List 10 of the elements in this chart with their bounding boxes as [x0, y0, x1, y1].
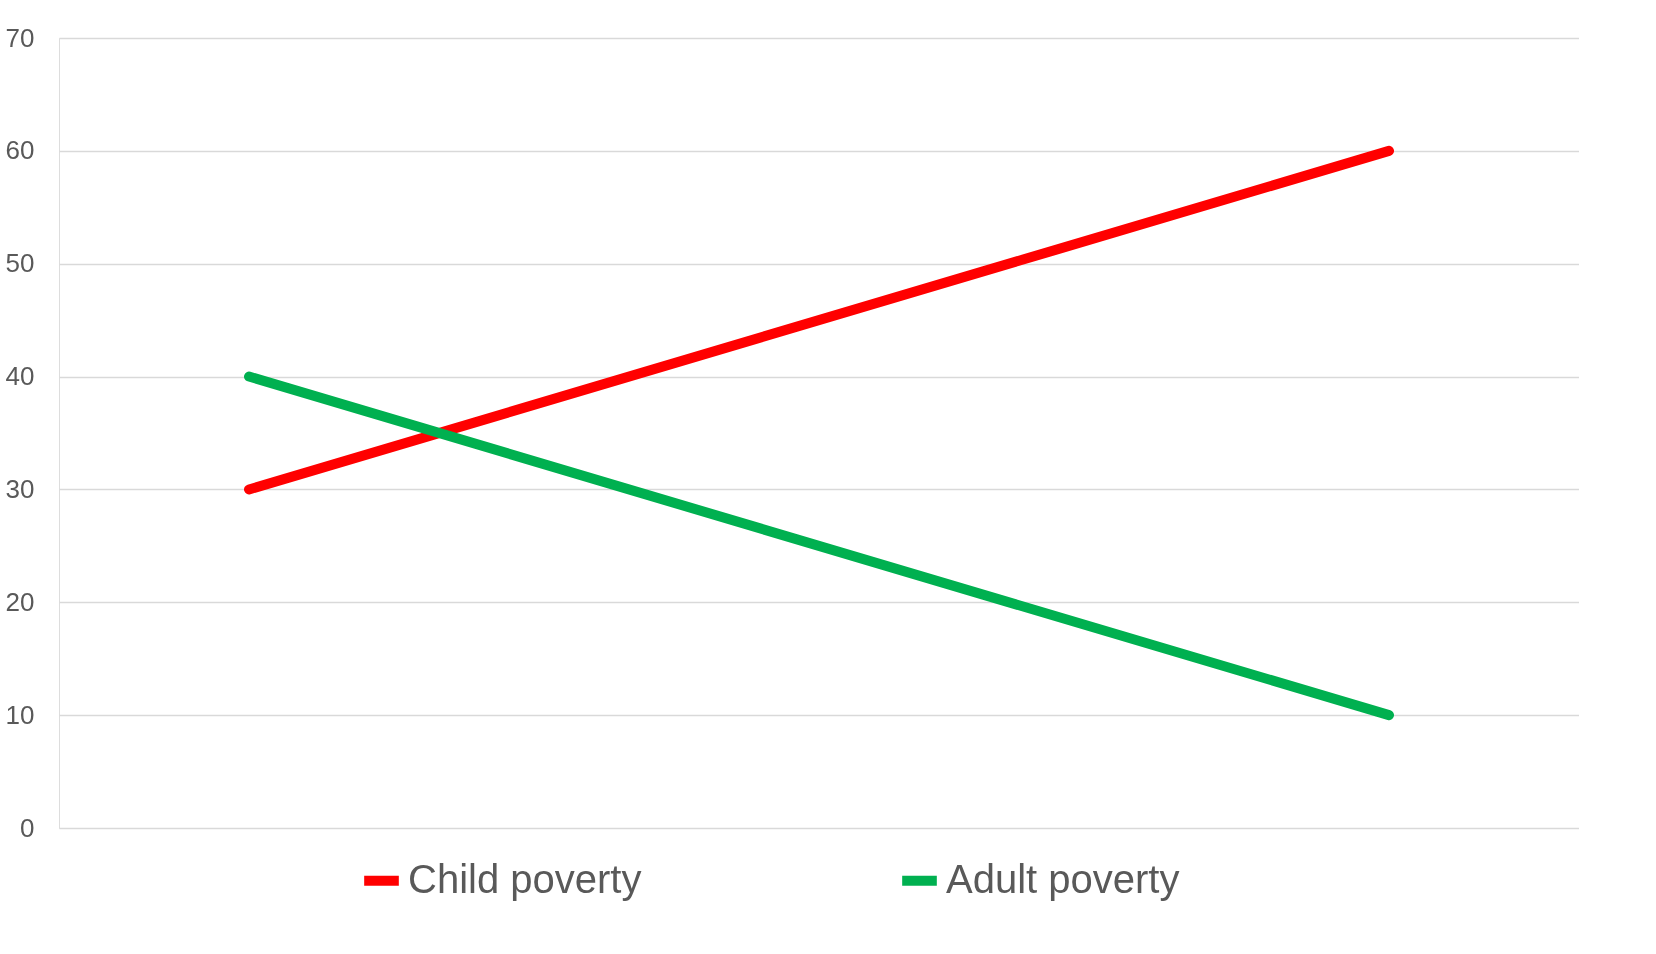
- y-tick-label: 30: [5, 473, 35, 504]
- y-tick-label: 60: [5, 135, 35, 166]
- legend-label: Child poverty: [408, 856, 642, 901]
- y-tick-label: 20: [5, 586, 35, 617]
- y-tick-label: 70: [5, 22, 35, 53]
- y-tick-label: 0: [20, 812, 35, 843]
- legend-label: Adult poverty: [946, 856, 1180, 901]
- y-tick-label: 50: [5, 248, 35, 279]
- y-tick-label: 10: [5, 699, 35, 730]
- y-tick-label: 40: [5, 361, 35, 392]
